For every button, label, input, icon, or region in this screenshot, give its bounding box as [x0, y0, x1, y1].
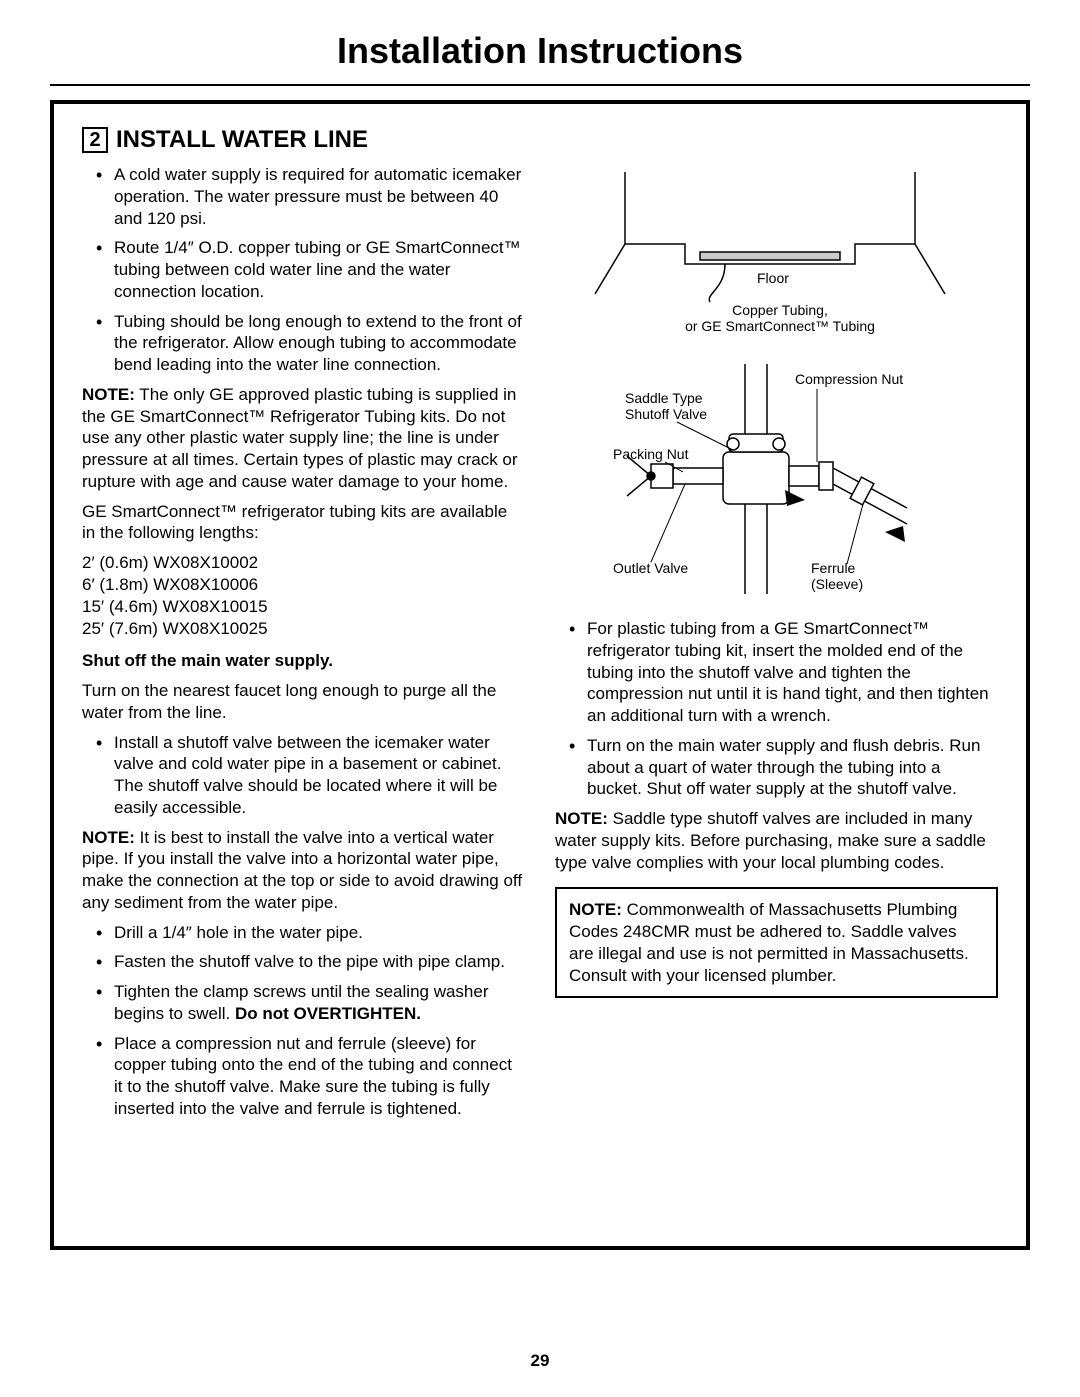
bullet-item: Fasten the shutoff valve to the pipe wit…	[100, 951, 525, 973]
bullet-item: Route 1/4″ O.D. copper tubing or GE Smar…	[100, 237, 525, 302]
note-label: NOTE:	[569, 900, 622, 919]
bullet-item: For plastic tubing from a GE SmartConnec…	[573, 618, 998, 727]
kit-line: 15′ (4.6m) WX08X10015	[82, 596, 525, 618]
label-line: or GE SmartConnect™ Tubing	[685, 318, 875, 334]
page-number: 29	[0, 1351, 1080, 1371]
note-paragraph: NOTE: It is best to install the valve in…	[82, 827, 525, 914]
note-paragraph: NOTE: Saddle type shutoff valves are inc…	[555, 808, 998, 873]
bullet-item: Drill a 1/4″ hole in the water pipe.	[100, 922, 525, 944]
kit-line: 6′ (1.8m) WX08X10006	[82, 574, 525, 596]
kit-lines: 2′ (0.6m) WX08X10002 6′ (1.8m) WX08X1000…	[82, 552, 525, 640]
diagram-svg	[555, 164, 995, 604]
bullet-bold: Do not OVERTIGHTEN.	[235, 1004, 421, 1023]
bullet-item: Place a compression nut and ferrule (sle…	[100, 1033, 525, 1120]
note-paragraph: NOTE: The only GE approved plastic tubin…	[82, 384, 525, 493]
bullet-item: Tighten the clamp screws until the seali…	[100, 981, 525, 1025]
bullet-item: Install a shutoff valve between the icem…	[100, 732, 525, 819]
note-box-text: Commonwealth of Massachusetts Plumbing C…	[569, 900, 969, 984]
diagram-label-ferrule: Ferrule (Sleeve)	[811, 560, 863, 592]
label-line: Copper Tubing,	[685, 302, 875, 318]
section-header: 2 INSTALL WATER LINE	[82, 126, 998, 154]
bullet-item: A cold water supply is required for auto…	[100, 164, 525, 229]
section-heading: INSTALL WATER LINE	[116, 126, 368, 154]
diagram-label-packing: Packing Nut	[613, 446, 688, 462]
bullet-item: Turn on the main water supply and flush …	[573, 735, 998, 800]
bullet-list: Drill a 1/4″ hole in the water pipe. Fas…	[82, 922, 525, 1120]
content-box: 2 INSTALL WATER LINE A cold water supply…	[50, 100, 1030, 1250]
diagram-label-compression: Compression Nut	[795, 371, 903, 387]
diagram-label-outlet: Outlet Valve	[613, 560, 688, 576]
diagram-label-saddle: Saddle Type Shutoff Valve	[625, 390, 707, 422]
diagram-label-copper: Copper Tubing, or GE SmartConnect™ Tubin…	[685, 302, 875, 334]
note-text: Saddle type shutoff valves are included …	[555, 809, 986, 872]
diagram-area: Floor Copper Tubing, or GE SmartConnect™…	[555, 164, 998, 604]
shutoff-heading: Shut off the main water supply.	[82, 650, 525, 672]
note-label: NOTE:	[82, 385, 135, 404]
bullet-list: Install a shutoff valve between the icem…	[82, 732, 525, 819]
right-column: Floor Copper Tubing, or GE SmartConnect™…	[555, 164, 998, 1128]
shutoff-body: Turn on the nearest faucet long enough t…	[82, 680, 525, 724]
note-text: The only GE approved plastic tubing is s…	[82, 385, 518, 491]
note-label: NOTE:	[82, 828, 135, 847]
bullet-list: A cold water supply is required for auto…	[82, 164, 525, 376]
note-text: It is best to install the valve into a v…	[82, 828, 522, 912]
page-title: Installation Instructions	[50, 30, 1030, 72]
step-number-box: 2	[82, 127, 108, 153]
bullet-item: Tubing should be long enough to extend t…	[100, 311, 525, 376]
columns: A cold water supply is required for auto…	[82, 164, 998, 1128]
left-column: A cold water supply is required for auto…	[82, 164, 525, 1128]
divider	[50, 84, 1030, 86]
bullet-list: For plastic tubing from a GE SmartConnec…	[555, 618, 998, 800]
kit-line: 25′ (7.6m) WX08X10025	[82, 618, 525, 640]
note-label: NOTE:	[555, 809, 608, 828]
kits-intro: GE SmartConnect™ refrigerator tubing kit…	[82, 501, 525, 545]
kit-line: 2′ (0.6m) WX08X10002	[82, 552, 525, 574]
note-box: NOTE: Commonwealth of Massachusetts Plum…	[555, 887, 998, 998]
diagram-label-floor: Floor	[757, 270, 789, 286]
